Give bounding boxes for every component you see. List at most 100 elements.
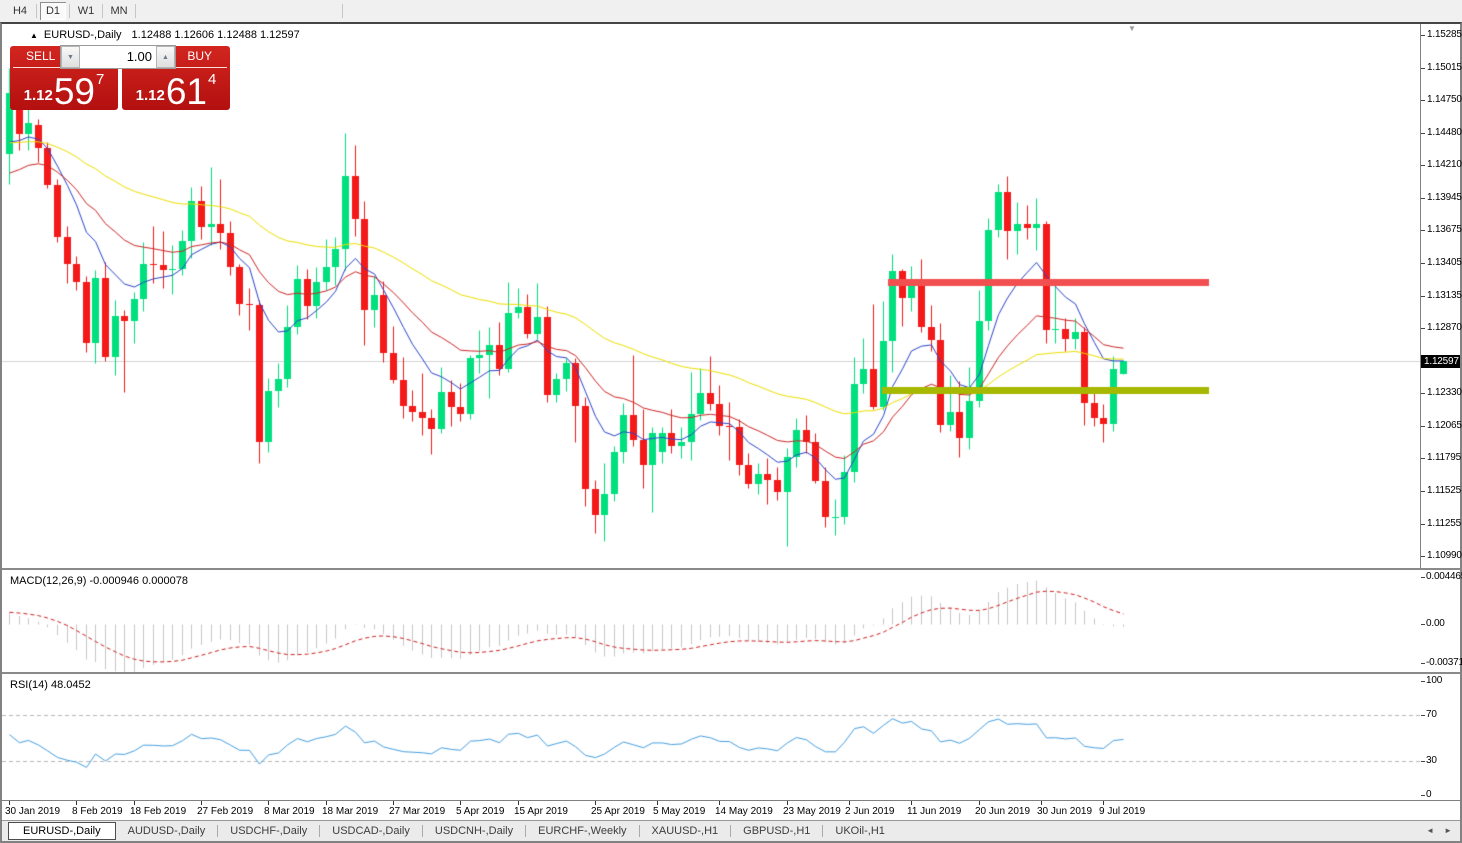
price-tick-label: 1.12330 bbox=[1427, 387, 1462, 398]
tab-divider bbox=[525, 825, 527, 837]
buy-price-big-digits: 61 bbox=[165, 71, 207, 112]
chart-tab-ukoil-h1[interactable]: UKOil-,H1 bbox=[835, 825, 885, 837]
macd-label: MACD(12,26,9) -0.000946 0.000078 bbox=[10, 575, 188, 587]
date-axis[interactable]: 30 Jan 2019 8 Feb 2019 18 Feb 2019 27 Feb 2… bbox=[2, 800, 1460, 820]
date-tick-label: 30 Jan 2019 bbox=[5, 806, 61, 817]
tab-divider bbox=[217, 825, 219, 837]
macd-panel[interactable]: MACD(12,26,9) -0.000946 0.000078 0.00446… bbox=[2, 568, 1462, 674]
current-price-badge: 1.12597 bbox=[1421, 355, 1460, 368]
toolbar-divider bbox=[342, 4, 343, 18]
collapse-triangle-icon[interactable]: ▲ bbox=[30, 31, 38, 40]
date-tick-label: 18 Mar 2019 bbox=[322, 806, 379, 817]
date-tick-mark bbox=[657, 801, 658, 805]
date-tick-label: 8 Feb 2019 bbox=[72, 806, 123, 817]
price-tick-label: 1.14480 bbox=[1427, 127, 1462, 138]
price-chart-area[interactable]: ▲ EURUSD-,Daily 1.12488 1.12606 1.12488 1.… bbox=[2, 24, 1420, 568]
toolbar-separator bbox=[102, 4, 103, 18]
toolbar-separator bbox=[135, 4, 136, 18]
rsi-tick-mark bbox=[1421, 795, 1425, 796]
rsi-canvas[interactable] bbox=[2, 676, 1420, 802]
date-tick-label: 25 Apr 2019 bbox=[591, 806, 645, 817]
price-tick-label: 1.13135 bbox=[1427, 290, 1462, 301]
date-tick-label: 27 Feb 2019 bbox=[197, 806, 254, 817]
price-tick-mark bbox=[1421, 68, 1425, 69]
buy-price[interactable]: 1.12 61 4 bbox=[122, 68, 230, 110]
chart-tab-audusd-daily[interactable]: AUDUSD-,Daily bbox=[127, 825, 206, 837]
rsi-tick-mark bbox=[1421, 681, 1425, 682]
one-click-trading-widget: SELL 1.12 59 7 BUY 1.12 61 bbox=[10, 45, 230, 110]
price-tick-mark bbox=[1421, 230, 1425, 231]
sell-price-big-digits: 59 bbox=[53, 71, 95, 112]
chart-ohlc-values: 1.12488 1.12606 1.12488 1.12597 bbox=[131, 29, 300, 41]
tab-divider bbox=[319, 825, 321, 837]
rsi-tick-label: 70 bbox=[1426, 709, 1437, 720]
date-tick-mark bbox=[1041, 801, 1042, 805]
macd-tick-label: 0.00 bbox=[1426, 618, 1445, 629]
price-tick-mark bbox=[1421, 556, 1425, 557]
price-tick-label: 1.11525 bbox=[1427, 485, 1462, 496]
macd-tick-label: -0.003715 bbox=[1426, 657, 1462, 668]
timeframe-button-d1[interactable]: D1 bbox=[40, 2, 66, 20]
date-tick-label: 11 Jun 2019 bbox=[907, 806, 962, 817]
rsi-tick-label: 30 bbox=[1426, 755, 1437, 766]
tab-divider bbox=[730, 825, 732, 837]
price-tick-mark bbox=[1421, 133, 1425, 134]
date-tick-label: 15 Apr 2019 bbox=[514, 806, 568, 817]
buy-price-pip-digit: 4 bbox=[208, 71, 217, 88]
date-tick-mark bbox=[911, 801, 912, 805]
volume-input[interactable]: 1.00 bbox=[80, 46, 156, 68]
chart-tab-usdcad-daily[interactable]: USDCAD-,Daily bbox=[332, 825, 410, 837]
date-tick-label: 27 Mar 2019 bbox=[389, 806, 446, 817]
date-tick-mark bbox=[76, 801, 77, 805]
price-tick-label: 1.15015 bbox=[1427, 62, 1462, 73]
chart-tab-eurchf-weekly[interactable]: EURCHF-,Weekly bbox=[538, 825, 627, 837]
chart-shift-marker-icon[interactable]: ▼ bbox=[1128, 24, 1136, 33]
price-tick-mark bbox=[1421, 328, 1425, 329]
chart-tab-usdcnh-daily[interactable]: USDCNH-,Daily bbox=[434, 825, 514, 837]
volume-decrease-button[interactable]: ▼ bbox=[61, 46, 80, 68]
volume-increase-button[interactable]: ▲ bbox=[156, 46, 175, 68]
macd-tick-mark bbox=[1421, 577, 1425, 578]
macd-tick-mark bbox=[1421, 663, 1425, 664]
timeframe-button-mn[interactable]: MN bbox=[110, 5, 128, 17]
price-tick-mark bbox=[1421, 165, 1425, 166]
tabs-scroll-right-icon[interactable]: ► bbox=[1444, 826, 1452, 835]
date-tick-mark bbox=[849, 801, 850, 805]
sell-button[interactable]: SELL bbox=[26, 49, 56, 63]
date-tick-mark bbox=[9, 801, 10, 805]
date-tick-mark bbox=[518, 801, 519, 805]
price-tick-mark bbox=[1421, 100, 1425, 101]
price-tick-mark bbox=[1421, 35, 1425, 36]
date-tick-mark bbox=[787, 801, 788, 805]
chart-tab-usdchf-daily[interactable]: USDCHF-,Daily bbox=[230, 825, 308, 837]
date-tick-label: 14 May 2019 bbox=[715, 806, 773, 817]
date-tick-mark bbox=[393, 801, 394, 805]
tabs-scroll-left-icon[interactable]: ◄ bbox=[1426, 826, 1435, 835]
sell-price[interactable]: 1.12 59 7 bbox=[10, 68, 118, 110]
chevron-down-icon: ▼ bbox=[67, 54, 74, 61]
macd-canvas[interactable] bbox=[2, 572, 1420, 674]
price-scale[interactable]: 1.15285 1.15015 1.14750 1.14480 1.14210 1.139… bbox=[1421, 24, 1462, 568]
chart-tab-gbpusd-h1[interactable]: GBPUSD-,H1 bbox=[743, 825, 811, 837]
price-tick-mark bbox=[1421, 393, 1425, 394]
buy-price-prefix: 1.12 bbox=[135, 87, 165, 104]
rsi-tick-label: 0 bbox=[1426, 789, 1432, 800]
chart-tab-xauusd-h1[interactable]: XAUUSD-,H1 bbox=[651, 825, 719, 837]
date-tick-mark bbox=[134, 801, 135, 805]
price-tick-mark bbox=[1421, 491, 1425, 492]
date-tick-label: 18 Feb 2019 bbox=[130, 806, 187, 817]
rsi-panel[interactable]: RSI(14) 48.0452 100 70 30 0 bbox=[2, 672, 1460, 802]
price-chart-canvas[interactable] bbox=[2, 24, 1420, 568]
date-tick-mark bbox=[719, 801, 720, 805]
timeframe-toolbar: H4 D1 W1 MN bbox=[0, 0, 1462, 22]
chart-window: ▲ EURUSD-,Daily 1.12488 1.12606 1.12488 1.… bbox=[0, 22, 1462, 843]
price-tick-label: 1.11795 bbox=[1427, 452, 1462, 463]
chart-tab-eurusd-daily[interactable]: EURUSD-,Daily bbox=[8, 822, 116, 840]
buy-underline bbox=[125, 67, 227, 68]
chart-tab-bar: EURUSD-,Daily AUDUSD-,Daily USDCHF-,Daily U… bbox=[2, 820, 1460, 841]
buy-button[interactable]: BUY bbox=[187, 49, 212, 63]
timeframe-button-h4[interactable]: H4 bbox=[12, 5, 28, 17]
timeframe-button-w1[interactable]: W1 bbox=[77, 5, 95, 17]
date-tick-mark bbox=[1103, 801, 1104, 805]
date-tick-label: 30 Jun 2019 bbox=[1037, 806, 1093, 817]
